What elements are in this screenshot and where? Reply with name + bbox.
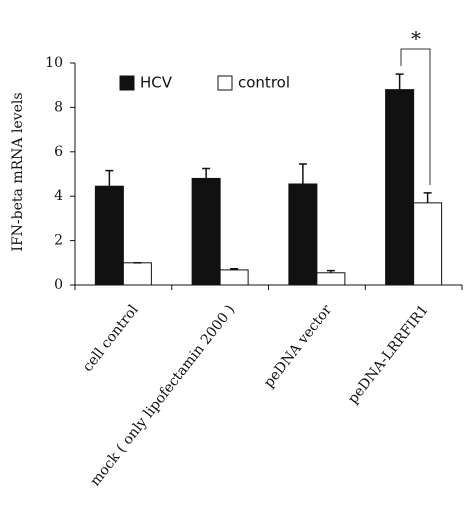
x-tick-label: cell control [80,302,142,375]
error-bar [423,192,432,203]
bar [385,89,415,286]
error-bar [230,268,239,270]
error-bar [202,167,211,179]
y-tick-label: 8 [54,99,63,115]
bar [288,183,318,286]
y-tick-label: 0 [54,277,63,293]
legend-swatch [119,75,135,91]
error-bar [298,163,307,184]
bar [191,177,221,286]
y-tick-label: 2 [54,233,63,249]
legend-label: control [238,74,290,92]
x-tick-label: peDNA-LRRFIR1 [345,302,432,407]
bar [316,272,346,286]
legend-label: HCV [140,74,173,92]
y-tick-label: 10 [45,55,63,71]
error-bar [105,169,114,187]
bar [413,202,443,286]
y-tick-label: 4 [54,188,63,204]
legend-swatch [217,75,233,91]
bar [122,262,152,286]
y-tick-label: 6 [54,144,63,160]
annotation: * [411,27,421,51]
error-bar [395,73,404,90]
error-bar [326,269,335,273]
bar [219,269,249,286]
y-axis-label: IFN-beta mRNA levels [10,92,26,251]
x-tick-label: peDNA vector [261,302,335,391]
significance-bracket [400,48,431,185]
bar [94,185,124,286]
